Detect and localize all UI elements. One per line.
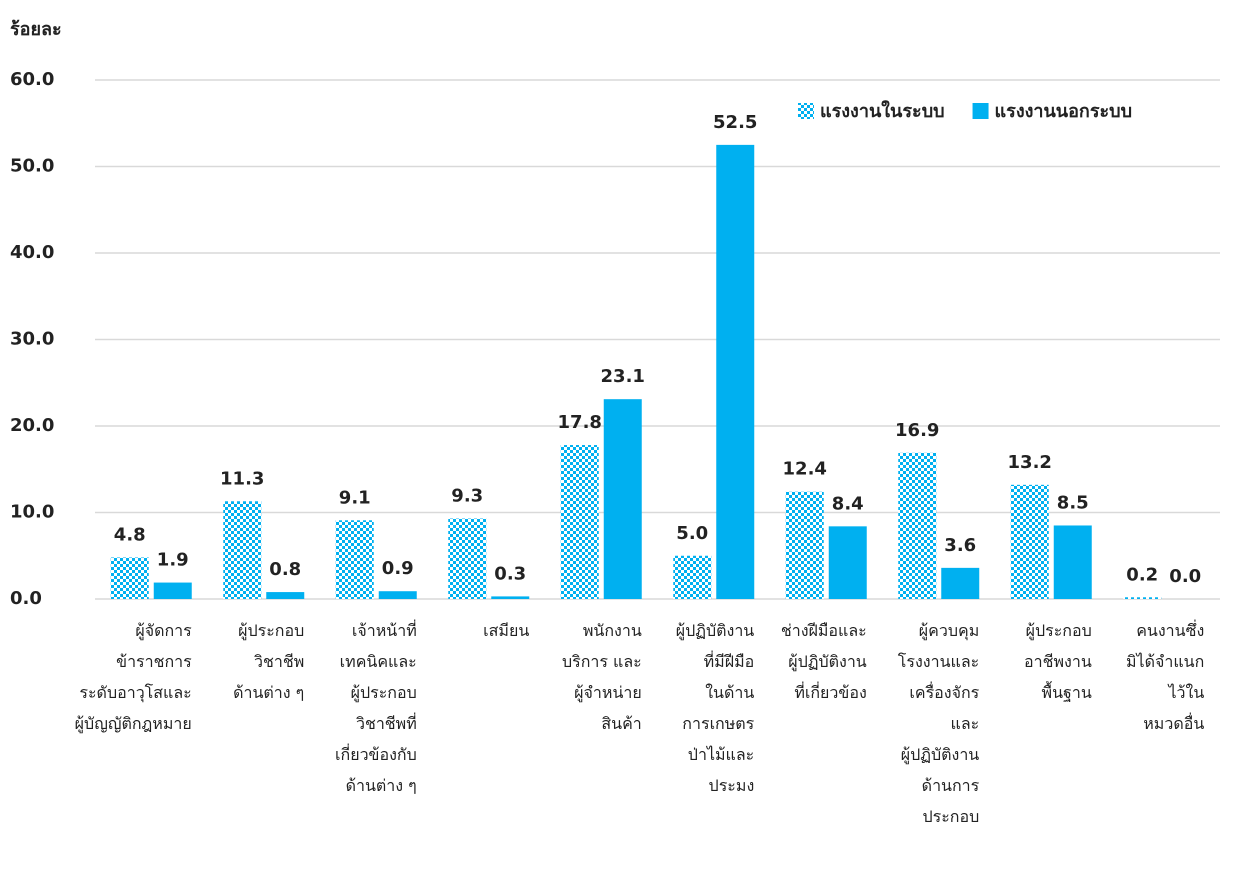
bar [560, 445, 599, 599]
data-label: 4.8 [114, 524, 146, 545]
data-label: 0.3 [494, 563, 526, 584]
x-tick-label: คนงานซึ่ง มิได้จำแนก ไว้ใน หมวดอื่น [1125, 621, 1205, 733]
bar [1123, 597, 1162, 599]
x-tick-label: เสมียน [483, 621, 530, 640]
bar [785, 491, 824, 599]
bar [153, 582, 192, 599]
bar [335, 520, 374, 599]
data-label: 0.9 [382, 558, 414, 579]
data-label: 9.3 [451, 486, 483, 507]
x-tick-label: ผู้ปฏิบัติงาน ที่มีฝีมือ ในด้าน การเกษตร… [675, 621, 755, 795]
x-tick-label: ผู้ประกอบ วิชาชีพ ด้านต่าง ๆ [233, 621, 305, 702]
x-tick-label: ผู้ประกอบ อาชีพงาน พื้นฐาน [1024, 621, 1092, 702]
data-label: 0.0 [1169, 566, 1201, 587]
data-label: 0.8 [269, 559, 301, 580]
legend-swatch [798, 103, 814, 119]
data-label: 8.4 [832, 493, 864, 514]
y-tick-label: 10.0 [10, 502, 54, 523]
bar [448, 518, 487, 599]
bar [716, 144, 755, 599]
data-label: 5.0 [676, 523, 708, 544]
data-label: 17.8 [558, 412, 602, 433]
y-tick-label: 60.0 [10, 69, 54, 90]
bar [941, 567, 980, 599]
data-label: 11.3 [220, 468, 264, 489]
legend-label: แรงงานนอกระบบ [995, 101, 1132, 122]
legend-swatch [972, 103, 989, 119]
x-tick-label: ผู้ควบคุม โรงงานและ เครื่องจักร และ ผู้ป… [897, 621, 980, 826]
y-tick-label: 30.0 [10, 329, 54, 350]
bar [898, 452, 937, 599]
bar [378, 591, 417, 599]
data-label: 13.2 [1008, 452, 1052, 473]
y-tick-label: 20.0 [10, 415, 54, 436]
x-tick-label: ผู้จัดการ ข้าราชการ ระดับอาวุโสและ ผู้บั… [74, 621, 192, 733]
data-label: 1.9 [157, 550, 189, 571]
bar [828, 526, 867, 599]
x-tick-label: พนักงาน บริการ และ ผู้จำหน่าย สินค้า [561, 621, 642, 733]
y-tick-label: 0.0 [10, 588, 42, 609]
x-tick-label: เจ้าหน้าที่ เทคนิคและ ผู้ประกอบ วิชาชีพท… [335, 621, 417, 795]
legend-label: แรงงานในระบบ [820, 100, 945, 122]
y-tick-label: 40.0 [10, 242, 54, 263]
data-label: 8.5 [1057, 492, 1089, 513]
data-label: 12.4 [783, 459, 827, 480]
bar [1053, 525, 1092, 599]
data-label: 3.6 [944, 535, 976, 556]
data-label: 0.2 [1126, 564, 1158, 585]
data-label: 23.1 [601, 366, 645, 387]
bar [223, 501, 262, 599]
y-tick-label: 50.0 [10, 156, 54, 177]
bar [603, 399, 642, 599]
y-axis-label: ร้อยละ [10, 19, 62, 40]
data-label: 52.5 [713, 112, 757, 133]
bar [673, 555, 712, 599]
bar [491, 596, 530, 599]
x-tick-label: ช่างฝีมือและ ผู้ปฏิบัติงาน ที่เกี่ยวข้อง [780, 621, 867, 702]
data-label: 9.1 [339, 487, 371, 508]
bar [266, 592, 305, 599]
data-label: 16.9 [895, 420, 939, 441]
bar [1010, 484, 1049, 599]
bar [110, 557, 149, 599]
